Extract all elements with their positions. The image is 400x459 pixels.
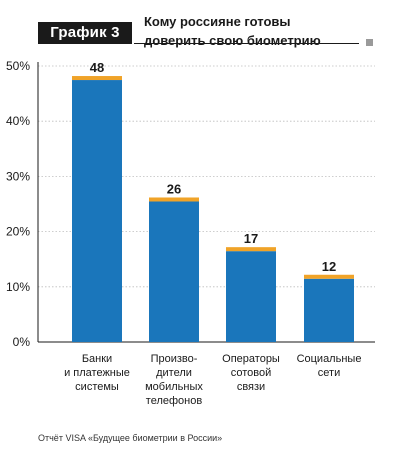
category-label: Социальные bbox=[297, 353, 362, 365]
category-label: мобильных bbox=[145, 381, 203, 393]
category-label: Банки bbox=[82, 353, 112, 365]
bar bbox=[149, 201, 199, 342]
bar bbox=[304, 278, 354, 342]
category-label: сотовой bbox=[231, 367, 272, 379]
y-tick-label: 10% bbox=[6, 280, 30, 294]
category-label: сети bbox=[318, 367, 340, 379]
chart-title: Кому россияне готовы доверить свою биоме… bbox=[144, 12, 344, 50]
bar bbox=[226, 251, 276, 342]
bar bbox=[72, 80, 122, 342]
category-label: Операторы bbox=[222, 353, 280, 365]
category-label: Произво- bbox=[151, 353, 198, 365]
category-label: связи bbox=[237, 381, 265, 393]
bar-cap bbox=[304, 274, 354, 279]
chart-title-line-1: Кому россияне готовы bbox=[144, 14, 291, 29]
data-label: 12 bbox=[322, 259, 336, 274]
y-tick-label: 0% bbox=[13, 335, 31, 349]
y-tick-label: 20% bbox=[6, 225, 30, 239]
data-label: 17 bbox=[244, 231, 258, 246]
category-label: и платежные bbox=[64, 367, 130, 379]
y-tick-label: 50% bbox=[6, 59, 30, 73]
bar-cap bbox=[226, 247, 276, 252]
source-note: Отчёт VISA «Будущее биометрии в России» bbox=[38, 433, 223, 443]
chart-number-badge: График 3 bbox=[38, 22, 132, 44]
y-tick-label: 40% bbox=[6, 114, 30, 128]
y-tick-label: 30% bbox=[6, 169, 30, 183]
bar-chart: 0% 10% 20% 30% 40% 50% 48 Банки и платежные систе… bbox=[6, 59, 375, 407]
category-label: дители bbox=[156, 367, 192, 379]
bar-cap bbox=[149, 197, 199, 202]
category-label: системы bbox=[75, 381, 119, 393]
header-underline bbox=[134, 43, 359, 44]
chart-title-line-2: доверить свою биометрию bbox=[144, 33, 321, 48]
category-label: телефонов bbox=[146, 395, 203, 407]
data-label: 48 bbox=[90, 60, 104, 75]
corner-square-marker bbox=[366, 39, 373, 46]
bar-cap bbox=[72, 76, 122, 81]
data-label: 26 bbox=[167, 181, 181, 196]
